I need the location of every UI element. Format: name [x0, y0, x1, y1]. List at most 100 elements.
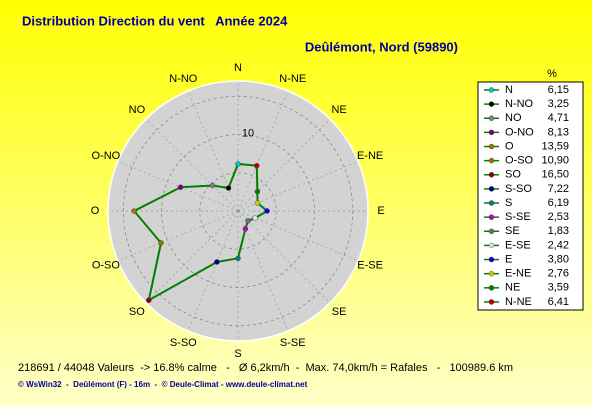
r-tick-label: 10	[242, 127, 254, 139]
legend-value: 4,71	[548, 112, 569, 124]
spoke	[145, 210, 239, 304]
legend-value: 6,41	[548, 296, 569, 308]
footer: 218691 / 44048 Valeurs -> 16.8% calme - …	[18, 362, 513, 374]
legend-label: SE	[505, 225, 520, 237]
rose-point	[209, 182, 216, 189]
legend-marker	[488, 129, 495, 136]
legend-marker	[488, 157, 495, 164]
direction-label: SE	[332, 306, 347, 318]
credits: © WsWin32 - Deûlémont (F) - 16m - © Deul…	[18, 380, 308, 389]
direction-label: N-NE	[279, 73, 306, 85]
direction-label: N	[234, 62, 242, 74]
legend-value: 10,90	[541, 155, 569, 167]
spoke	[237, 118, 331, 212]
legend-marker	[488, 87, 495, 93]
legend-value: 3,25	[548, 98, 569, 110]
legend-marker	[488, 172, 495, 178]
legend-label: NE	[505, 282, 520, 294]
direction-label: S-SE	[280, 337, 306, 349]
spoke	[237, 210, 331, 304]
rose-point	[235, 161, 241, 167]
legend-value: 7,22	[548, 183, 569, 195]
direction-label: O-SO	[92, 260, 121, 272]
legend-label: S-SO	[505, 183, 532, 195]
legend-marker	[488, 200, 495, 206]
rose-point	[235, 255, 241, 262]
rose-point	[242, 226, 249, 232]
spoke	[187, 210, 239, 332]
legend-label: E-NE	[505, 268, 531, 280]
spoke	[237, 210, 359, 262]
rose-point	[214, 259, 220, 265]
spoke	[117, 210, 239, 262]
legend-label: N	[505, 84, 513, 96]
spoke	[145, 118, 239, 212]
legend-label: O	[505, 140, 514, 152]
legend-marker	[488, 101, 495, 107]
legend-marker	[488, 299, 495, 305]
legend-value: 1,83	[548, 225, 569, 237]
legend-marker	[488, 242, 495, 249]
legend-label: O-SO	[505, 155, 534, 167]
legend-marker	[488, 285, 495, 291]
legend-value: 2,42	[548, 239, 569, 251]
legend-value: 8,13	[548, 126, 569, 138]
spoke	[237, 90, 289, 212]
legend-label: SO	[505, 169, 521, 181]
legend-label: E-SE	[505, 239, 531, 251]
direction-label: O-NO	[92, 150, 121, 162]
grid-ring	[199, 172, 277, 250]
rose-point	[131, 208, 137, 214]
spoke	[187, 90, 239, 212]
legend-marker	[488, 115, 495, 121]
legend-value: 3,59	[548, 282, 569, 294]
legend-label: E	[505, 253, 512, 265]
legend-value: 2,53	[548, 211, 569, 223]
legend-label: S	[505, 197, 512, 209]
direction-label: S	[234, 348, 241, 360]
direction-label: E-SE	[357, 260, 383, 272]
legend-marker	[488, 143, 495, 150]
direction-label: O	[91, 205, 100, 217]
direction-label: N-NO	[169, 73, 198, 85]
legend-label: S-SE	[505, 211, 531, 223]
rose-point	[264, 208, 270, 214]
legend-label: N-NE	[505, 296, 532, 308]
direction-label: NE	[331, 104, 346, 116]
legend-value: 16,50	[541, 169, 569, 181]
rose-point	[177, 184, 184, 190]
legend-marker	[488, 214, 495, 220]
rose-point	[245, 218, 251, 224]
legend-label: O-NO	[505, 126, 534, 138]
legend-marker	[488, 186, 495, 192]
legend-value: 6,15	[548, 84, 569, 96]
chart-title: Distribution Direction du vent Année 202…	[22, 13, 288, 28]
direction-label: E-NE	[357, 150, 383, 162]
legend-value: 3,80	[548, 253, 569, 265]
rose-point	[254, 163, 260, 169]
rose-point	[146, 297, 152, 303]
spoke	[117, 160, 239, 212]
legend-label: NO	[505, 112, 522, 124]
legend-unit: %	[547, 68, 557, 80]
legend-label: N-NO	[505, 98, 534, 110]
rose-point	[252, 215, 258, 221]
direction-label: S-SO	[170, 337, 197, 349]
direction-label: SO	[129, 306, 145, 318]
legend-box	[477, 81, 584, 311]
rose-point	[254, 200, 261, 206]
direction-label: E	[377, 205, 384, 217]
legend-marker	[488, 270, 495, 277]
legend-marker	[488, 228, 495, 235]
legend-value: 2,76	[548, 268, 569, 280]
grid-ring	[122, 95, 354, 327]
rose-point	[158, 240, 164, 246]
direction-label: NO	[129, 104, 146, 116]
chart-subtitle: Deûlémont, Nord (59890)	[305, 39, 458, 54]
rose-point	[254, 188, 261, 195]
legend-value: 6,19	[548, 197, 569, 209]
legend-marker	[488, 256, 495, 263]
rose-point	[225, 185, 232, 191]
legend-value: 13,59	[541, 140, 569, 152]
